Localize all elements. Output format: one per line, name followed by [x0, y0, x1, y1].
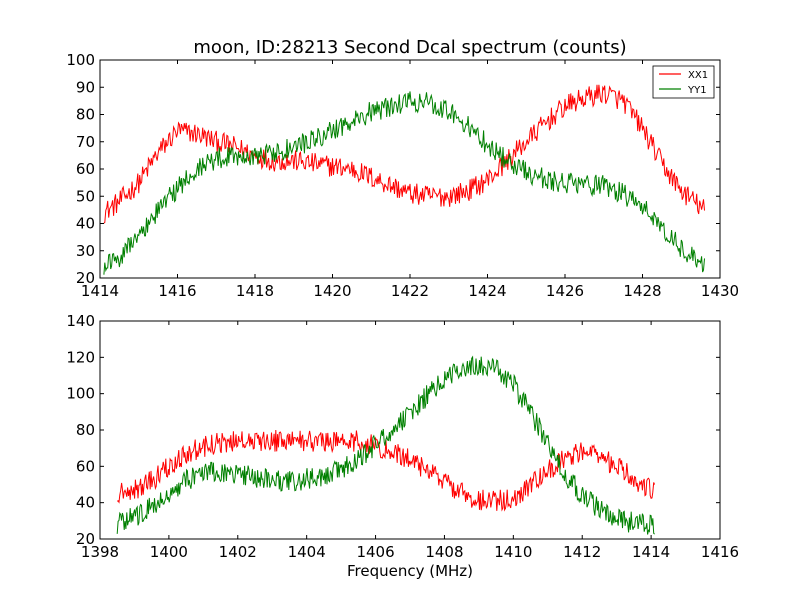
y-tick-label-1-5: 120 [66, 348, 95, 366]
x-tick-label-1-7: 1412 [563, 543, 601, 561]
y-tick-label-1-2: 60 [76, 457, 95, 475]
y-tick-label-1-1: 40 [76, 494, 95, 512]
x-tick-label-1-0: 1398 [81, 543, 119, 561]
x-tick-label-1-8: 1414 [632, 543, 670, 561]
series-line-0-1 [103, 91, 705, 275]
x-tick-label-1-5: 1408 [425, 543, 463, 561]
x-tick-label-1-1: 1400 [150, 543, 188, 561]
legend-box [652, 65, 715, 99]
y-tick-label-0-2: 40 [76, 215, 95, 233]
y-tick-label-1-4: 100 [66, 385, 95, 403]
bottom-spectrum-panel: 1398 1400 1402 1404 1406 1408 1410 1412 1414 1416… [66, 312, 739, 580]
x-tick-label-0-7: 1428 [623, 282, 661, 300]
bottom-plot-area [100, 321, 720, 539]
y-tick-label-0-3: 50 [76, 187, 95, 205]
y-tick-label-1-6: 140 [66, 312, 95, 330]
legend-label-xx1: XX1 [688, 70, 708, 81]
top-spectrum-panel: moon, ID:28213 Second Dcal spectrum (cou… [66, 37, 739, 300]
top-tick-layer: 1414 1416 1418 1420 1422 1424 1426 1428 1430 20 30… [66, 51, 739, 300]
x-tick-label-0-0: 1414 [81, 282, 119, 300]
y-tick-label-0-1: 30 [76, 242, 95, 260]
y-tick-label-0-0: 20 [76, 269, 95, 287]
y-tick-label-0-4: 60 [76, 160, 95, 178]
x-tick-label-0-8: 1430 [701, 282, 739, 300]
series-line-1-1 [116, 355, 655, 535]
x-tick-label-0-3: 1420 [313, 282, 351, 300]
x-tick-label-1-2: 1402 [219, 543, 257, 561]
y-tick-label-0-8: 100 [66, 51, 95, 69]
bottom-tick-layer: 1398 1400 1402 1404 1406 1408 1410 1412 1414 1416… [66, 312, 739, 561]
chart-title: moon, ID:28213 Second Dcal spectrum (cou… [193, 37, 626, 58]
series-line-0-0 [103, 84, 705, 224]
x-tick-label-0-6: 1426 [546, 282, 584, 300]
y-tick-label-1-3: 80 [76, 421, 95, 439]
x-axis-label: Frequency (MHz) [347, 562, 473, 580]
x-tick-label-1-6: 1410 [494, 543, 532, 561]
y-tick-label-1-0: 20 [76, 530, 95, 548]
x-tick-label-1-9: 1416 [701, 543, 739, 561]
x-tick-label-0-5: 1424 [468, 282, 506, 300]
x-tick-label-0-2: 1418 [236, 282, 274, 300]
x-tick-label-1-4: 1406 [356, 543, 394, 561]
top-plot-frame [99, 59, 721, 279]
y-tick-label-0-7: 90 [76, 78, 95, 96]
x-tick-label-1-3: 1404 [288, 543, 326, 561]
x-tick-label-0-1: 1416 [158, 282, 196, 300]
bottom-plot-frame [99, 320, 721, 540]
x-tick-label-0-4: 1422 [391, 282, 429, 300]
y-tick-label-0-6: 80 [76, 106, 95, 124]
bottom-series-layer [116, 355, 656, 535]
y-tick-label-0-5: 70 [76, 133, 95, 151]
legend-label-yy1: YY1 [687, 85, 707, 96]
legend: XX1 YY1 [652, 65, 715, 99]
top-series-layer [103, 84, 705, 275]
